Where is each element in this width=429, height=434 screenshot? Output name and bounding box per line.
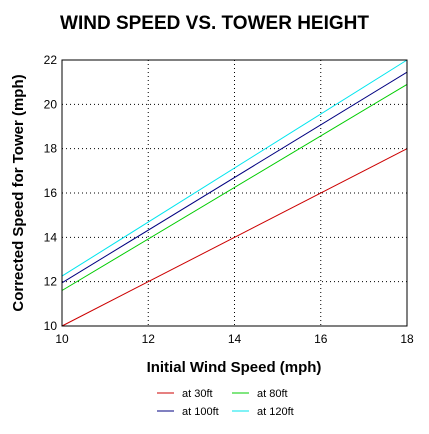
series-line-3 [61,59,408,277]
y-tick-label: 22 [44,53,58,67]
y-tick-label: 20 [44,97,58,111]
y-tick-labels: 10 12 14 16 18 20 22 [44,53,58,333]
series-line-0 [61,148,408,327]
legend: at 30ft at 80ft at 100ft at 120ft [157,388,294,418]
plot-frame [61,59,408,327]
y-tick-label: 10 [44,319,58,333]
x-tick-label: 14 [228,332,242,346]
series-group [61,59,408,327]
y-tick-label: 14 [44,230,58,244]
legend-label: at 80ft [257,388,288,400]
x-tick-label: 18 [400,332,414,346]
x-axis-label: Initial Wind Speed (mph) [147,359,322,376]
legend-label: at 30ft [182,388,213,400]
x-tick-label: 16 [314,332,328,346]
y-tick-label: 16 [44,186,58,200]
grid [62,60,407,326]
legend-label: at 100ft [182,406,219,418]
y-axis-label: Corrected Speed for Tower (mph) [10,74,27,311]
chart-title: WIND SPEED VS. TOWER HEIGHT [60,13,369,34]
x-tick-label: 12 [142,332,156,346]
series-line-1 [61,83,408,291]
x-tick-label: 10 [55,332,69,346]
x-tick-labels: 10 12 14 16 18 [55,332,414,346]
y-tick-label: 12 [44,275,58,289]
series-line-2 [61,71,408,284]
y-tick-label: 18 [44,142,58,156]
legend-label: at 120ft [257,406,294,418]
